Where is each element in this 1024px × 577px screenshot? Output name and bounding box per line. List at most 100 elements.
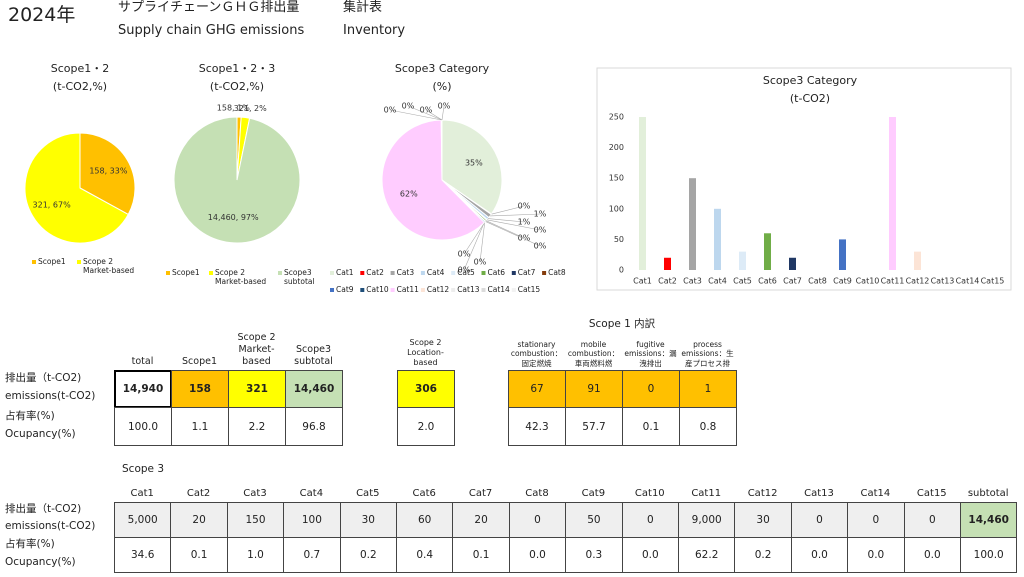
table-cell: 0 xyxy=(847,502,905,538)
table-cell: 0.3 xyxy=(565,537,623,573)
table-cell: 0.0 xyxy=(508,537,567,573)
legend-swatch xyxy=(360,288,365,292)
y-tick-label: 50 xyxy=(614,235,624,244)
data-label: 0% xyxy=(474,258,487,267)
data-label: 62% xyxy=(400,189,418,198)
table-cell: 30 xyxy=(339,502,397,538)
table-cell: 67 xyxy=(508,370,566,408)
chart-title: Scope1・2 xyxy=(50,62,110,75)
legend-label: Cat10 xyxy=(366,285,389,294)
column-header: total xyxy=(131,356,154,368)
data-label: 0% xyxy=(384,106,397,115)
column-header: Scope3 subtotal xyxy=(294,344,333,368)
table-cell: 100.0 xyxy=(114,407,172,446)
legend-swatch xyxy=(451,271,456,275)
chart-title: Scope3 Category xyxy=(762,74,858,87)
leader-line xyxy=(490,213,541,217)
bar-chart-frame xyxy=(596,67,1012,291)
table-cell: 30 xyxy=(734,502,792,538)
table-cell: 150 xyxy=(226,502,285,538)
x-tick-label: Cat9 xyxy=(833,277,852,286)
table-cell: 1.1 xyxy=(171,407,229,446)
column-header: Cat11 xyxy=(691,487,722,499)
column-header: Cat10 xyxy=(634,487,665,499)
y-tick-label: 250 xyxy=(609,113,624,122)
bar xyxy=(639,117,646,270)
table-cell: 1.0 xyxy=(226,537,285,573)
table-cell: 0.8 xyxy=(679,407,737,446)
data-label: 35% xyxy=(465,159,483,168)
table-cell: 100 xyxy=(283,502,341,538)
data-label: 0% xyxy=(518,234,531,243)
table-cell: 0.1 xyxy=(622,407,680,446)
legend-label: Cat6 xyxy=(487,268,506,277)
bar xyxy=(689,178,696,270)
x-tick-label: Cat6 xyxy=(758,277,777,286)
column-header: Cat15 xyxy=(916,487,947,499)
table-cell: 0.1 xyxy=(452,537,510,573)
legend-label: Scope3 subtotal xyxy=(284,268,315,287)
table-cell: 0.2 xyxy=(734,537,792,573)
table-cell: 5,000 xyxy=(114,502,172,538)
bar xyxy=(789,257,796,270)
bar xyxy=(714,208,721,270)
legend-label: Cat14 xyxy=(487,285,510,294)
table-cell: 14,460 xyxy=(285,370,343,408)
column-header: Cat13 xyxy=(804,487,834,499)
legend-swatch xyxy=(481,288,486,292)
legend-swatch xyxy=(451,288,456,292)
leader-line xyxy=(441,105,445,121)
table-cell: 0 xyxy=(621,502,679,538)
bar xyxy=(889,117,896,270)
column-header: Cat8 xyxy=(525,487,549,499)
leader-line xyxy=(479,222,486,263)
data-label: 0% xyxy=(534,242,547,251)
legend-label: Scope 2 Market-based xyxy=(215,268,267,287)
data-label: 1% xyxy=(518,218,531,227)
legend-label: Cat9 xyxy=(336,285,354,294)
row-label: 占有率(%) xyxy=(5,410,55,422)
legend-swatch xyxy=(209,271,213,275)
column-header: stationary combustion：固定燃焼 xyxy=(510,339,563,368)
table-cell: 0.4 xyxy=(396,537,454,573)
data-label: 1% xyxy=(534,210,547,219)
table-cell: 57.7 xyxy=(565,407,623,446)
table-cell: 42.3 xyxy=(508,407,566,446)
chart-subtitle: (t-CO2,%) xyxy=(209,80,265,93)
legend-label: Scope1 xyxy=(38,257,66,266)
column-header: Cat3 xyxy=(243,487,267,499)
legend-label: Cat3 xyxy=(396,268,415,277)
table-title: Scope 3 xyxy=(122,463,165,475)
column-header: subtotal xyxy=(967,487,1009,499)
table-cell: 14,460 xyxy=(960,502,1018,538)
column-header: Cat12 xyxy=(747,487,778,499)
table-cell: 20 xyxy=(170,502,228,538)
chart-title: Scope3 Category xyxy=(394,62,490,75)
table-cell: 0.0 xyxy=(621,537,679,573)
table-cell: 60 xyxy=(396,502,454,538)
column-header: Cat9 xyxy=(581,487,606,499)
legend-swatch xyxy=(166,271,170,275)
data-label: 0% xyxy=(534,226,547,235)
y-tick-label: 200 xyxy=(609,143,624,152)
table-cell: 62.2 xyxy=(678,537,736,573)
row-label: Ocupancy(%) xyxy=(5,556,76,568)
subtitle-ja: 集計表 xyxy=(343,0,383,15)
leader-line xyxy=(485,220,525,239)
column-header: Scope 2 Location-based xyxy=(407,338,444,367)
chart-title: Scope1・2・3 xyxy=(198,62,276,75)
year: 2024年 xyxy=(8,4,76,26)
table-cell: 158 xyxy=(171,370,229,408)
column-header: process emissions：生産プロセス排 xyxy=(681,339,734,368)
data-label: 0% xyxy=(458,250,471,259)
table-cell: 1 xyxy=(679,370,737,408)
x-tick-label: Cat15 xyxy=(981,277,1005,286)
table-cell: 0.2 xyxy=(339,537,397,573)
x-tick-label: Cat11 xyxy=(881,277,905,286)
legend-label: Cat2 xyxy=(366,268,384,277)
data-label: 0% xyxy=(518,202,531,211)
bar xyxy=(764,233,771,270)
leader-line xyxy=(491,205,525,215)
